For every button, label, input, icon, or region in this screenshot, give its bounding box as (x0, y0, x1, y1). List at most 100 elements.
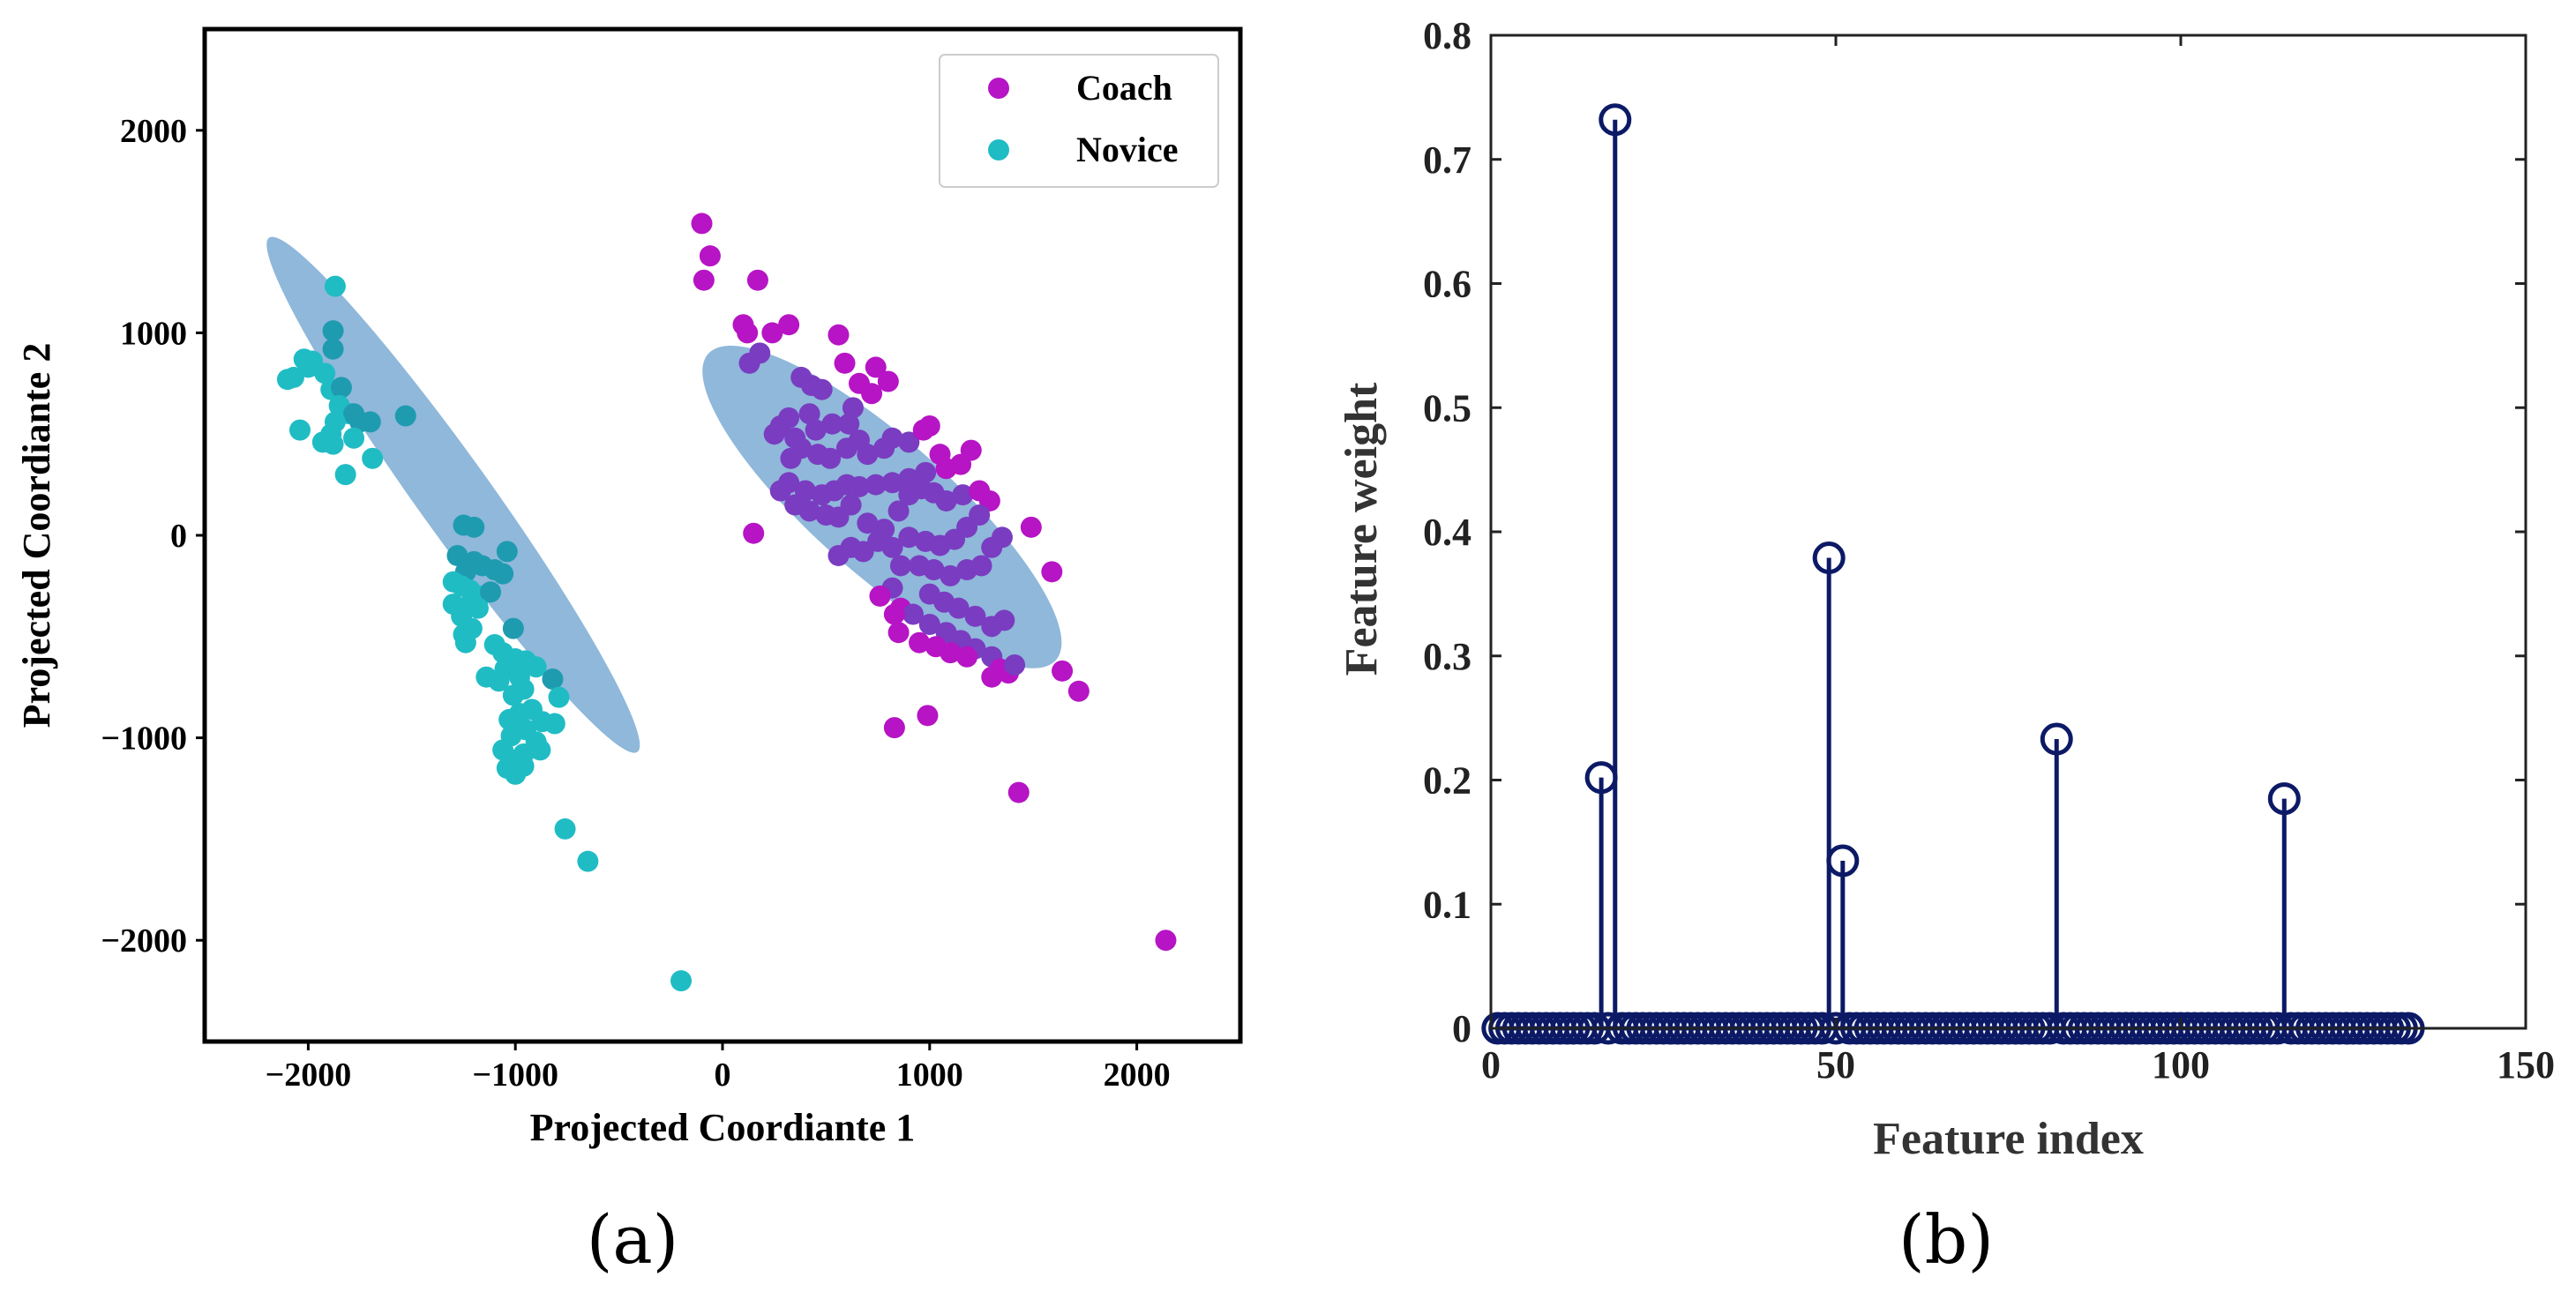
novice-point (525, 656, 547, 678)
novice-point (463, 516, 485, 538)
coach-point (877, 370, 899, 392)
novice-point (496, 541, 518, 563)
coach-point (923, 559, 945, 581)
coach-point (909, 631, 931, 653)
x-tick-label: 1000 (896, 1057, 963, 1094)
stem-marker (1812, 541, 1846, 575)
novice-point (334, 464, 356, 486)
coach-point (842, 397, 864, 419)
stem-marker (1826, 844, 1860, 878)
x-tick-label: 0 (1481, 1043, 1501, 1087)
novice-point (314, 362, 336, 385)
novice-point (577, 850, 599, 872)
coach-point (918, 614, 940, 636)
novice-point (492, 563, 514, 585)
novice-point (454, 631, 476, 653)
coach-point (1041, 561, 1063, 583)
novice-point (467, 597, 489, 619)
x-tick-label: 0 (715, 1057, 731, 1094)
y-tick-label: 2000 (120, 113, 187, 150)
coach-point (805, 419, 827, 441)
stem-y-axis-label: Feature weight (1337, 382, 1387, 676)
coach-point (693, 269, 715, 291)
panel-a-label: (a) (587, 1200, 679, 1279)
stem-panel: 0 50 100 150 0 0.1 0.2 0.3 0.4 0.5 0.6 0.7 0.8 Feat… (1337, 14, 2555, 1279)
scatter-points (276, 213, 1177, 992)
novice-point (505, 763, 527, 785)
legend-label-novice: Novice (1076, 130, 1179, 169)
coach-point (902, 603, 925, 625)
coach-point (898, 527, 920, 549)
coach-point (827, 324, 850, 346)
coach-point (881, 427, 903, 449)
novice-point (670, 970, 693, 992)
novice-point (548, 686, 570, 708)
coach-point (898, 431, 920, 453)
stem-marker (1599, 103, 1632, 137)
coach-point (699, 245, 721, 267)
scatter-panel: −2000 −1000 0 1000 2000 −2000−1000010002000 … (15, 26, 1243, 1279)
stem-y-ticks: 0 0.1 0.2 0.3 0.4 0.5 0.6 0.7 0.8 (1423, 14, 2526, 1050)
y-tick-label: −1000 (101, 721, 187, 758)
coach-point (883, 717, 905, 739)
coach-point (925, 636, 947, 658)
novice-point (362, 447, 384, 469)
legend-marker-coach (988, 78, 1009, 99)
coach-point (780, 447, 802, 469)
x-tick-label: 150 (2497, 1043, 2555, 1087)
coach-point (981, 666, 1003, 688)
stem-marker (2040, 722, 2073, 756)
coach-point (915, 530, 937, 552)
coach-point (865, 474, 887, 496)
coach-point (935, 489, 957, 512)
coach-point (761, 322, 783, 344)
legend-box (939, 54, 1219, 188)
coach-point (940, 564, 962, 586)
coach-point (1004, 653, 1026, 676)
coach-point (857, 512, 879, 534)
scatter-y-ticks: −2000 −1000 0 1000 2000 (101, 113, 205, 960)
x-tick-label: −2000 (266, 1057, 352, 1094)
coach-point (737, 322, 759, 344)
coach-point (798, 500, 820, 522)
scatter-x-ticks: −2000 −1000 0 1000 2000 (266, 1042, 1171, 1094)
novice-point (330, 377, 352, 399)
x-tick-label: −1000 (472, 1057, 558, 1094)
stem-marker (2267, 782, 2301, 816)
y-tick-label: 0.2 (1423, 759, 1471, 803)
novice-point (311, 431, 333, 453)
coach-point (1067, 680, 1090, 702)
novice-point (394, 405, 416, 427)
stem-markers (1481, 103, 2425, 1045)
novice-point (480, 581, 502, 603)
y-tick-label: 0.4 (1423, 511, 1471, 554)
novice-point (359, 411, 381, 433)
novice-point (502, 684, 524, 706)
stem-plot-frame (1489, 34, 2527, 1030)
novice-point (446, 544, 468, 566)
ellipse-novice (266, 236, 640, 753)
legend-marker-novice (988, 139, 1009, 161)
stem-x-axis-label: Feature index (1873, 1114, 2144, 1164)
coach-point (887, 622, 910, 644)
coach-point (917, 705, 939, 727)
coach-point (956, 646, 978, 668)
novice-point (324, 275, 346, 297)
scatter-x-axis-label: Projected Coordiante 1 (530, 1106, 916, 1149)
y-tick-label: 0.7 (1423, 138, 1471, 182)
coach-point (821, 413, 843, 435)
x-tick-label: 2000 (1104, 1057, 1171, 1094)
coach-point (991, 527, 1013, 549)
coach-point (1007, 781, 1030, 803)
coach-point (887, 500, 910, 522)
coach-point (798, 403, 820, 425)
novice-point (542, 668, 564, 691)
coach-point (970, 555, 992, 577)
coach-point (889, 555, 911, 577)
coach-point (778, 314, 800, 336)
coach-point (763, 423, 785, 445)
y-tick-label: 0.3 (1423, 635, 1471, 678)
coach-point (834, 352, 856, 374)
coach-point (1155, 930, 1177, 952)
